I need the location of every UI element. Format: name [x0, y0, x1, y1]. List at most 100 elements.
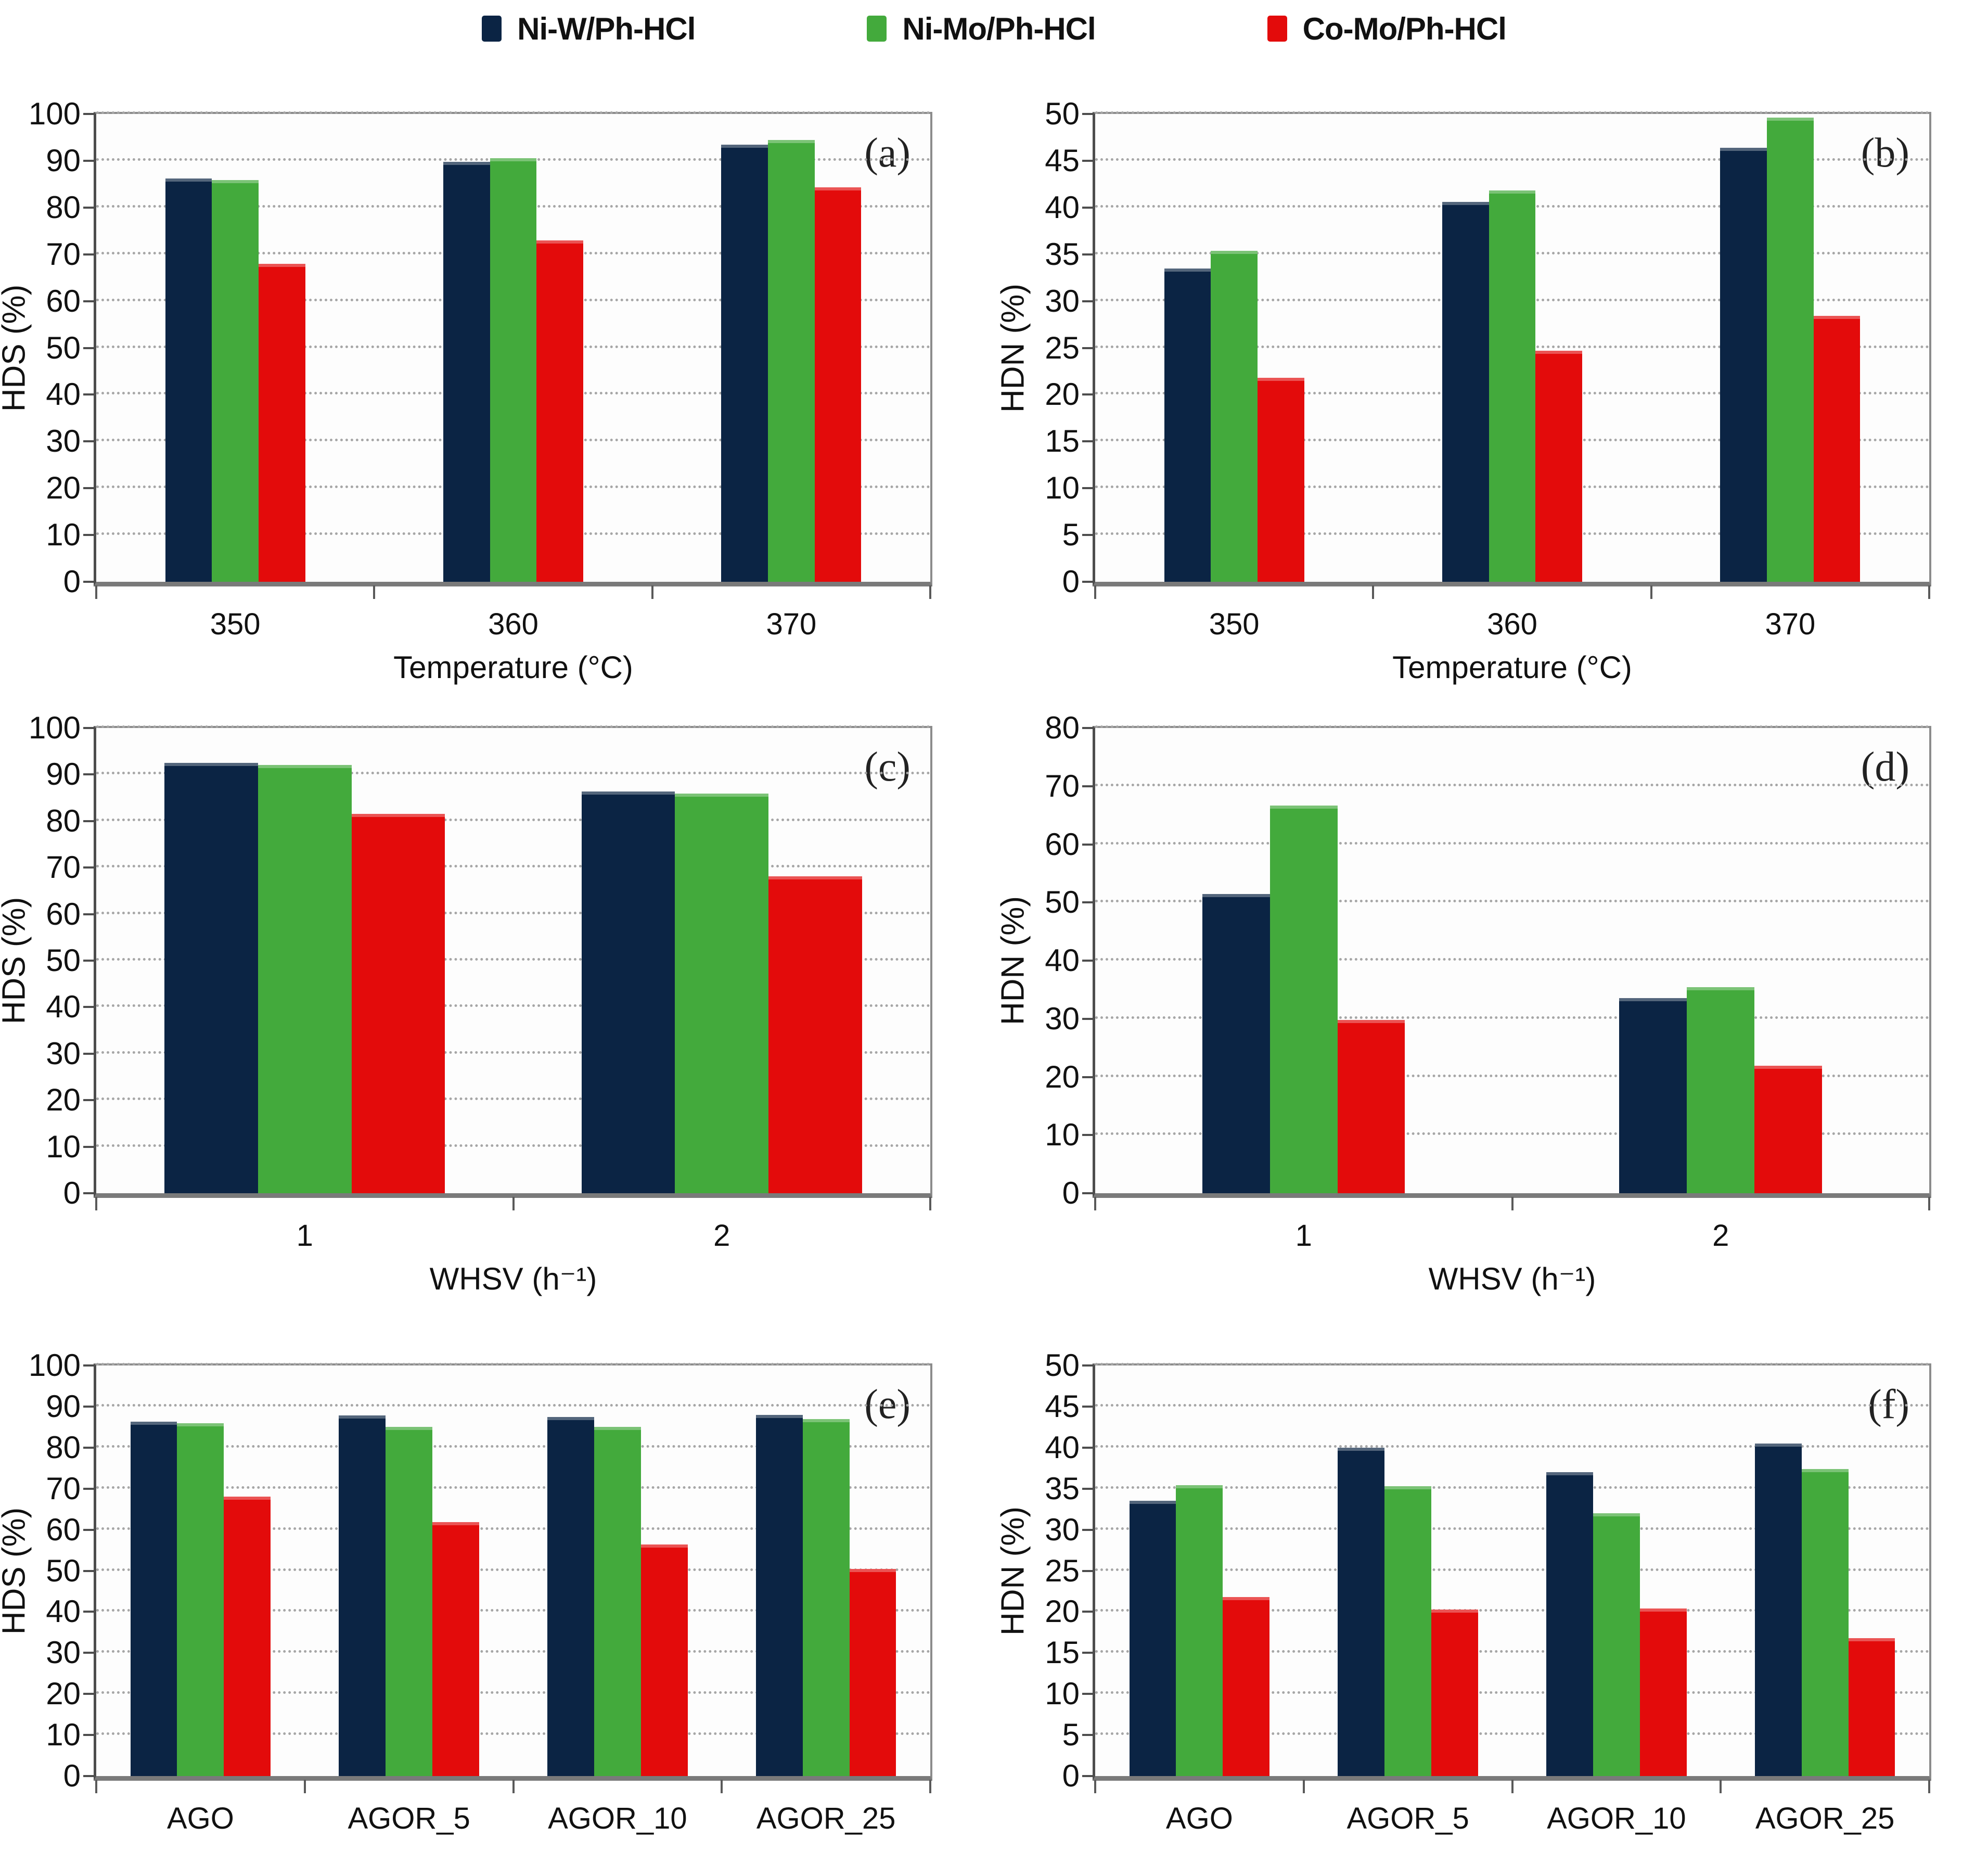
gridline-y-50 — [1095, 900, 1929, 903]
y-tick-mark-80 — [1082, 727, 1094, 729]
y-tick-label-90: 90 — [46, 143, 81, 178]
x-tick-mark-4 — [1928, 1780, 1930, 1793]
bar-AGOR_10-Co-Mo/Ph-HCl — [640, 1544, 688, 1776]
x-category-label-350: 350 — [210, 607, 261, 641]
bar-360-Ni-Mo/Ph-HCl — [1489, 190, 1536, 582]
bar-1-Ni-W/Ph-HCl — [164, 763, 258, 1193]
gridline-y-90 — [96, 1403, 930, 1407]
gridline-y-20 — [1095, 1074, 1929, 1077]
y-tick-label-10: 10 — [46, 1129, 81, 1164]
bar-2-Ni-W/Ph-HCl — [581, 791, 675, 1193]
bar-AGO-Co-Mo/Ph-HCl — [1223, 1597, 1270, 1776]
legend-label-ni-w: Ni-W/Ph-HCl — [517, 11, 696, 46]
bar-AGOR_25-Ni-Mo/Ph-HCl — [802, 1419, 850, 1776]
y-tick-label-50: 50 — [46, 943, 81, 978]
y-tick-mark-100 — [83, 727, 95, 729]
y-tick-mark-20 — [83, 1099, 95, 1102]
y-tick-label-10: 10 — [1045, 1676, 1080, 1712]
x-category-label-1: 1 — [296, 1219, 313, 1253]
bar-AGOR_25-Ni-W/Ph-HCl — [1754, 1443, 1802, 1776]
y-tick-mark-5 — [1082, 534, 1094, 537]
gridline-y-10 — [1095, 1691, 1929, 1694]
bar-350-Ni-Mo/Ph-HCl — [1211, 250, 1258, 582]
gridline-y-5 — [1095, 1732, 1929, 1735]
gridline-y-80 — [1095, 725, 1929, 728]
gridline-y-100 — [96, 725, 930, 728]
y-tick-label-80: 80 — [46, 1429, 81, 1465]
gridline-y-45 — [1095, 158, 1929, 161]
y-tick-label-100: 100 — [28, 1348, 81, 1383]
bar-360-Co-Mo/Ph-HCl — [1535, 350, 1583, 582]
gridline-y-50 — [96, 1568, 930, 1571]
bar-AGOR_10-Ni-Mo/Ph-HCl — [594, 1426, 641, 1776]
panel-b-letter: (b) — [1861, 130, 1909, 176]
x-category-label-2: 2 — [1712, 1219, 1729, 1253]
y-tick-label-30: 30 — [1045, 1001, 1080, 1036]
y-tick-mark-30 — [83, 1052, 95, 1055]
gridline-y-40 — [1095, 958, 1929, 961]
y-tick-label-40: 40 — [1045, 1429, 1080, 1465]
gridline-y-80 — [96, 818, 930, 821]
bar-360-Ni-W/Ph-HCl — [1442, 202, 1489, 582]
bar-350-Co-Mo/Ph-HCl — [1258, 378, 1304, 582]
y-tick-mark-90 — [83, 773, 95, 776]
y-tick-mark-0 — [83, 1192, 95, 1194]
y-tick-label-70: 70 — [46, 236, 81, 272]
legend-label-co-mo: Co-Mo/Ph-HCl — [1302, 11, 1507, 46]
x-category-label-350: 350 — [1209, 607, 1260, 641]
x-category-label-AGOR_10: AGOR_10 — [548, 1802, 687, 1835]
y-tick-label-20: 20 — [1045, 1059, 1080, 1094]
y-tick-label-20: 20 — [1045, 377, 1080, 412]
x-category-label-360: 360 — [1487, 607, 1537, 641]
y-tick-mark-40 — [83, 1006, 95, 1008]
y-tick-mark-40 — [1082, 206, 1094, 209]
y-tick-label-30: 30 — [46, 1036, 81, 1071]
bar-360-Ni-W/Ph-HCl — [443, 161, 490, 582]
y-tick-mark-25 — [1082, 1569, 1094, 1572]
gridline-y-20 — [96, 1097, 930, 1101]
legend-item-ni-mo: Ni-Mo/Ph-HCl — [867, 11, 1096, 47]
bar-AGO-Ni-W/Ph-HCl — [1129, 1501, 1176, 1776]
bar-AGOR_10-Co-Mo/Ph-HCl — [1639, 1608, 1687, 1776]
bar-1-Ni-Mo/Ph-HCl — [1269, 805, 1338, 1193]
bar-AGOR_5-Ni-Mo/Ph-HCl — [1384, 1486, 1431, 1776]
y-tick-mark-10 — [83, 534, 95, 537]
y-tick-label-40: 40 — [1045, 943, 1080, 978]
y-tick-label-30: 30 — [1045, 283, 1080, 318]
x-category-label-AGOR_5: AGOR_5 — [1346, 1802, 1469, 1835]
x-category-label-1: 1 — [1295, 1219, 1312, 1253]
y-tick-mark-10 — [1082, 1693, 1094, 1695]
bar-AGOR_10-Ni-Mo/Ph-HCl — [1593, 1513, 1640, 1776]
x-tick-mark-1 — [373, 585, 376, 599]
y-tick-label-60: 60 — [46, 283, 81, 318]
x-category-label-AGO: AGO — [166, 1802, 234, 1835]
y-tick-label-70: 70 — [1045, 768, 1080, 803]
y-tick-mark-25 — [1082, 347, 1094, 349]
panel-a-x-axis-title: Temperature (°C) — [393, 650, 633, 685]
gridline-y-20 — [96, 1691, 930, 1694]
y-tick-label-0: 0 — [63, 564, 81, 599]
y-tick-mark-40 — [1082, 960, 1094, 962]
y-tick-label-35: 35 — [1045, 1471, 1080, 1506]
x-tick-mark-0 — [95, 1197, 97, 1210]
y-tick-label-0: 0 — [1062, 564, 1080, 599]
bar-2-Ni-Mo/Ph-HCl — [675, 794, 768, 1193]
y-tick-label-40: 40 — [46, 1594, 81, 1629]
x-tick-mark-0 — [95, 585, 97, 599]
y-tick-mark-30 — [83, 1652, 95, 1654]
gridline-y-50 — [1095, 1363, 1929, 1365]
y-tick-label-70: 70 — [46, 1471, 81, 1506]
gridline-y-70 — [96, 865, 930, 868]
y-tick-label-80: 80 — [46, 189, 81, 225]
y-tick-label-60: 60 — [1045, 826, 1080, 862]
y-tick-label-20: 20 — [46, 1676, 81, 1712]
x-tick-mark-2 — [929, 1197, 931, 1210]
y-tick-mark-20 — [1082, 1611, 1094, 1613]
x-tick-mark-0 — [1094, 1197, 1096, 1210]
y-tick-label-0: 0 — [63, 1176, 81, 1210]
gridline-y-70 — [96, 1486, 930, 1489]
x-category-label-360: 360 — [488, 607, 538, 641]
panel-b-plot: HDN (%) (b) Temperature (°C) 0 5 10 15 20 25 3… — [995, 98, 1931, 685]
bar-AGOR_25-Co-Mo/Ph-HCl — [1848, 1638, 1895, 1776]
